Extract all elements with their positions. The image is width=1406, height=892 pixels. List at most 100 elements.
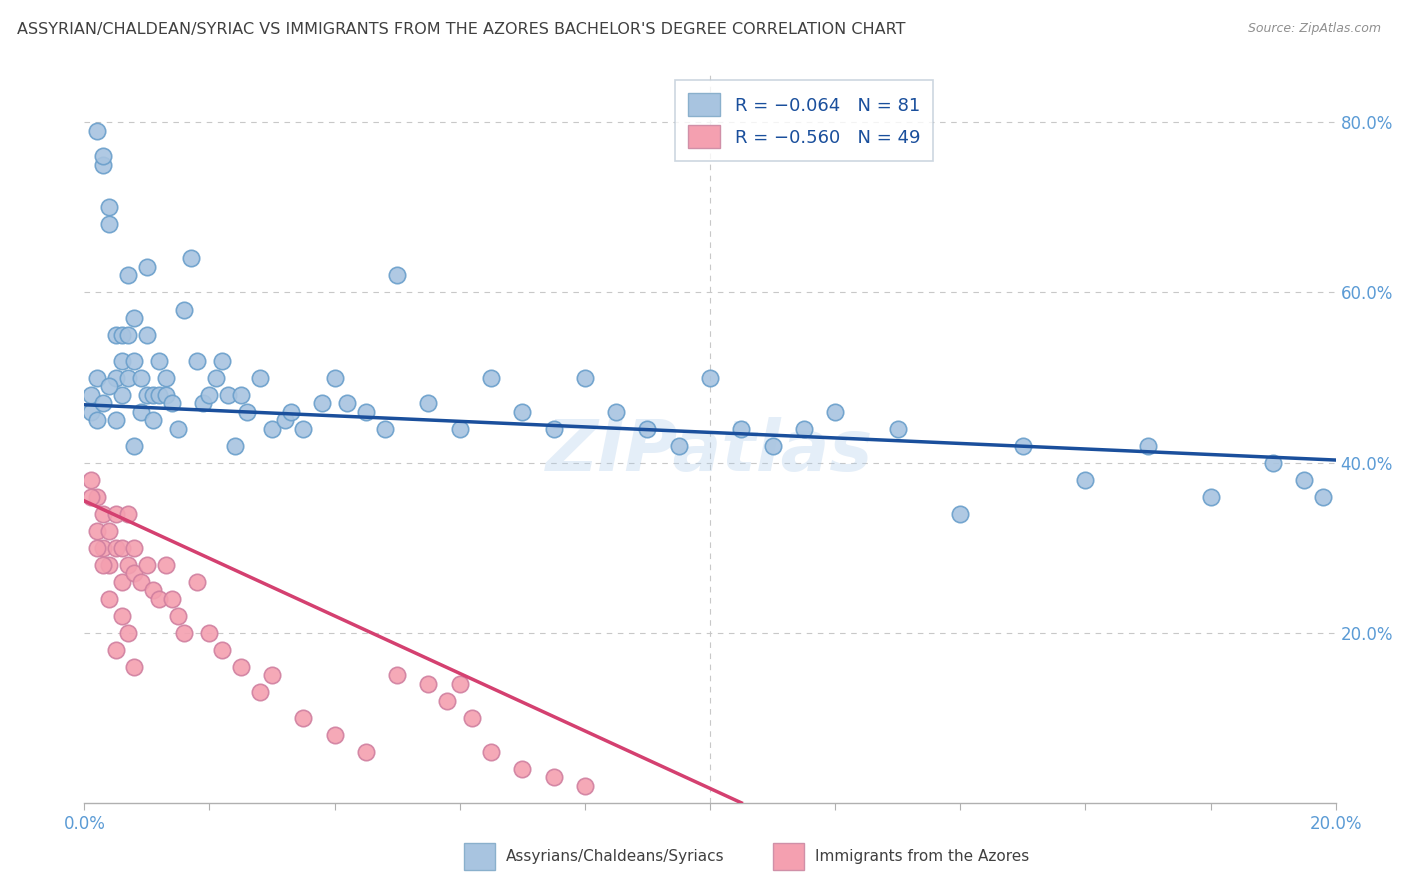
Point [1074,473,1097,487]
Point [173,302,195,317]
Point [124,439,146,453]
Point [104,541,127,555]
Point [249,685,271,699]
Text: ASSYRIAN/CHALDEAN/SYRIAC VS IMMIGRANTS FROM THE AZORES BACHELOR'S DEGREE CORRELA: ASSYRIAN/CHALDEAN/SYRIAC VS IMMIGRANTS F… [17,22,905,37]
Point [824,404,846,418]
Point [762,439,785,453]
Point [160,591,183,606]
Point [155,370,177,384]
Point [385,668,409,682]
Point [117,370,139,384]
Point [198,625,221,640]
Point [211,642,233,657]
Point [543,421,565,435]
Point [98,524,121,538]
Point [730,421,752,435]
Point [136,260,159,274]
Point [98,379,121,393]
Point [385,268,409,283]
Point [86,124,108,138]
Point [224,439,246,453]
Point [336,396,359,410]
Point [111,387,134,401]
Point [461,711,484,725]
Point [117,328,139,343]
Point [1012,439,1035,453]
Point [104,413,127,427]
Point [323,370,346,384]
Point [86,370,108,384]
Point [354,745,377,759]
Point [104,370,127,384]
Point [79,473,101,487]
Point [292,421,315,435]
Point [204,370,226,384]
Point [129,404,152,418]
Point [574,370,596,384]
Point [91,558,114,572]
Point [543,770,565,784]
Point [1199,490,1222,504]
Point [117,507,139,521]
Point [574,779,596,793]
Point [111,328,134,343]
Point [249,370,271,384]
Point [136,387,159,401]
Point [479,745,502,759]
Point [86,413,108,427]
Point [323,728,346,742]
Point [91,541,114,555]
Point [436,694,458,708]
Point [193,396,215,410]
Point [418,677,440,691]
Point [1312,490,1334,504]
Point [142,583,165,598]
Point [129,370,152,384]
Text: Assyrians/Chaldeans/Syriacs: Assyrians/Chaldeans/Syriacs [506,849,724,863]
Point [186,574,208,589]
Point [449,421,471,435]
Point [354,404,377,418]
Point [273,413,295,427]
Point [311,396,333,410]
Point [512,404,534,418]
Point [512,762,534,776]
Point [91,158,114,172]
Point [418,396,440,410]
Point [292,711,315,725]
Point [104,507,127,521]
Point [91,149,114,163]
Point [637,421,659,435]
Point [86,490,108,504]
Point [91,396,114,410]
Point [186,353,208,368]
Point [211,353,233,368]
Point [280,404,302,418]
Point [374,421,396,435]
Point [117,625,139,640]
Point [79,404,101,418]
Point [605,404,627,418]
Point [148,353,170,368]
Point [142,413,165,427]
Point [111,353,134,368]
Point [668,439,690,453]
Text: Immigrants from the Azores: Immigrants from the Azores [815,849,1029,863]
Point [180,252,202,266]
Point [124,566,146,581]
Point [79,490,101,504]
Point [167,421,190,435]
Point [111,608,134,623]
Point [142,387,165,401]
Point [124,541,146,555]
Point [793,421,815,435]
Point [1136,439,1159,453]
Point [124,311,146,326]
Point [262,421,284,435]
Point [449,677,471,691]
Point [136,558,159,572]
Text: ZIPatlas: ZIPatlas [547,417,873,486]
Point [136,328,159,343]
Point [124,659,146,673]
Point [217,387,239,401]
